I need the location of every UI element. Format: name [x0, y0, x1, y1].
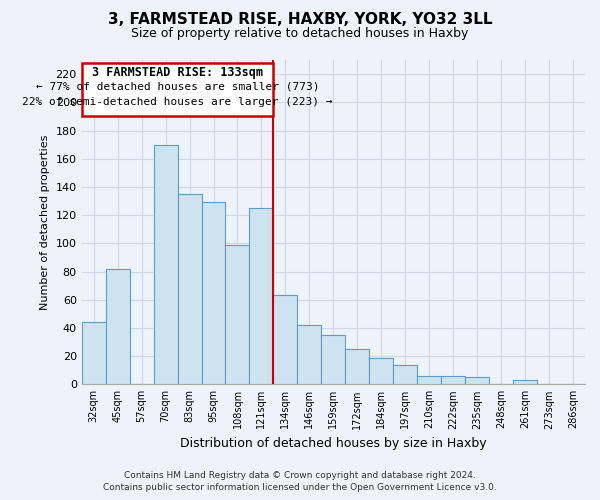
FancyBboxPatch shape — [82, 63, 274, 116]
X-axis label: Distribution of detached houses by size in Haxby: Distribution of detached houses by size … — [180, 437, 487, 450]
Bar — [393, 364, 417, 384]
Text: ← 77% of detached houses are smaller (773): ← 77% of detached houses are smaller (77… — [36, 82, 319, 92]
Bar — [178, 194, 202, 384]
Bar — [298, 325, 322, 384]
Bar — [465, 378, 489, 384]
Bar — [441, 376, 465, 384]
Bar — [106, 268, 130, 384]
Text: 3, FARMSTEAD RISE, HAXBY, YORK, YO32 3LL: 3, FARMSTEAD RISE, HAXBY, YORK, YO32 3LL — [108, 12, 492, 28]
Bar — [202, 202, 226, 384]
Bar — [226, 244, 250, 384]
Text: Size of property relative to detached houses in Haxby: Size of property relative to detached ho… — [131, 28, 469, 40]
Bar — [154, 144, 178, 384]
Bar — [322, 335, 346, 384]
Bar — [250, 208, 274, 384]
Text: 3 FARMSTEAD RISE: 133sqm: 3 FARMSTEAD RISE: 133sqm — [92, 66, 263, 79]
Bar — [369, 358, 393, 384]
Bar — [82, 322, 106, 384]
Bar — [513, 380, 537, 384]
Bar — [346, 349, 369, 384]
Bar — [274, 296, 298, 384]
Bar — [417, 376, 441, 384]
Y-axis label: Number of detached properties: Number of detached properties — [40, 134, 50, 310]
Text: 22% of semi-detached houses are larger (223) →: 22% of semi-detached houses are larger (… — [22, 98, 333, 108]
Text: Contains HM Land Registry data © Crown copyright and database right 2024.
Contai: Contains HM Land Registry data © Crown c… — [103, 471, 497, 492]
